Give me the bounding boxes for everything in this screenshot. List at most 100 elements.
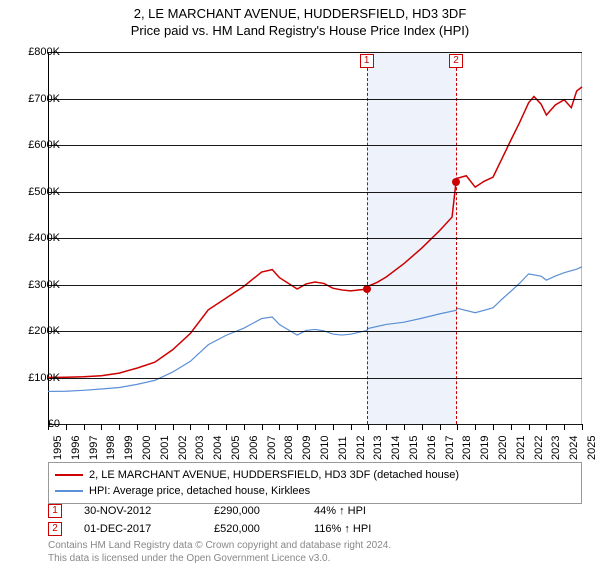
- gridline: [48, 99, 582, 100]
- y-tick-label: £200K: [16, 325, 60, 337]
- x-tick-label: 2012: [355, 436, 367, 460]
- x-tick: [208, 424, 209, 430]
- x-tick-label: 2023: [550, 436, 562, 460]
- gridline: [48, 331, 582, 332]
- x-tick: [386, 424, 387, 430]
- sale-price: £290,000: [214, 505, 314, 517]
- x-tick: [66, 424, 67, 430]
- legend-item: 2, LE MARCHANT AVENUE, HUDDERSFIELD, HD3…: [55, 467, 575, 483]
- chart: 12 1995199619971998199920002001200220032…: [48, 52, 582, 424]
- x-tick-label: 2002: [177, 436, 189, 460]
- x-tick: [297, 424, 298, 430]
- gridline: [48, 145, 582, 146]
- legend-swatch: [55, 490, 83, 492]
- sale-num-box: 2: [48, 522, 62, 536]
- y-tick-label: £500K: [16, 186, 60, 198]
- x-tick-label: 2025: [586, 436, 598, 460]
- legend-swatch: [55, 474, 83, 476]
- x-tick-label: 2018: [461, 436, 473, 460]
- y-tick-label: £700K: [16, 93, 60, 105]
- x-tick: [511, 424, 512, 430]
- x-tick-label: 2003: [194, 436, 206, 460]
- page-title: 2, LE MARCHANT AVENUE, HUDDERSFIELD, HD3…: [0, 0, 600, 21]
- x-tick-label: 2010: [319, 436, 331, 460]
- legend-item: HPI: Average price, detached house, Kirk…: [55, 483, 575, 499]
- x-tick: [333, 424, 334, 430]
- series-hpi: [48, 267, 582, 392]
- x-tick-label: 2007: [266, 436, 278, 460]
- x-tick-label: 2013: [372, 436, 384, 460]
- x-tick: [475, 424, 476, 430]
- x-tick: [315, 424, 316, 430]
- page-subtitle: Price paid vs. HM Land Registry's House …: [0, 21, 600, 38]
- x-tick: [155, 424, 156, 430]
- x-tick-label: 2016: [426, 436, 438, 460]
- x-tick: [226, 424, 227, 430]
- x-tick-label: 2019: [479, 436, 491, 460]
- footnote-line: This data is licensed under the Open Gov…: [48, 552, 391, 565]
- x-tick-label: 2014: [390, 436, 402, 460]
- x-tick-label: 1998: [105, 436, 117, 460]
- x-tick: [582, 424, 583, 430]
- y-tick-label: £600K: [16, 139, 60, 151]
- footnote: Contains HM Land Registry data © Crown c…: [48, 539, 391, 565]
- sale-price: £520,000: [214, 523, 314, 535]
- x-tick: [422, 424, 423, 430]
- x-tick-label: 2021: [515, 436, 527, 460]
- legend-label: HPI: Average price, detached house, Kirk…: [89, 485, 310, 497]
- legend: 2, LE MARCHANT AVENUE, HUDDERSFIELD, HD3…: [48, 462, 582, 504]
- x-tick-label: 2001: [159, 436, 171, 460]
- x-tick-label: 2008: [283, 436, 295, 460]
- sale-marker-line: [456, 68, 457, 424]
- gridline: [48, 192, 582, 193]
- sale-pct: 116% ↑ HPI: [314, 523, 434, 535]
- y-tick-label: £100K: [16, 372, 60, 384]
- y-tick-label: £0: [16, 418, 60, 430]
- sale-row: 1 30-NOV-2012£290,00044% ↑ HPI: [48, 502, 434, 520]
- x-tick-label: 2015: [408, 436, 420, 460]
- x-tick-label: 2011: [337, 436, 349, 460]
- sale-marker-line: [367, 68, 368, 424]
- x-tick-label: 2017: [444, 436, 456, 460]
- x-tick: [529, 424, 530, 430]
- x-tick-label: 2024: [568, 436, 580, 460]
- footnote-line: Contains HM Land Registry data © Crown c…: [48, 539, 391, 552]
- sale-row: 201-DEC-2017£520,000116% ↑ HPI: [48, 520, 434, 538]
- x-tick-label: 1996: [70, 436, 82, 460]
- x-tick: [351, 424, 352, 430]
- x-tick: [493, 424, 494, 430]
- x-tick-label: 1995: [52, 436, 64, 460]
- x-tick: [262, 424, 263, 430]
- x-tick: [368, 424, 369, 430]
- x-tick-label: 2022: [533, 436, 545, 460]
- sale-dot: [452, 178, 460, 186]
- x-tick: [119, 424, 120, 430]
- x-tick: [173, 424, 174, 430]
- legend-label: 2, LE MARCHANT AVENUE, HUDDERSFIELD, HD3…: [89, 469, 459, 481]
- sale-marker-box: 2: [449, 54, 463, 68]
- x-tick: [101, 424, 102, 430]
- y-tick-label: £400K: [16, 232, 60, 244]
- x-tick-label: 2004: [212, 436, 224, 460]
- x-tick: [244, 424, 245, 430]
- sale-pct: 44% ↑ HPI: [314, 505, 434, 517]
- x-tick-label: 2005: [230, 436, 242, 460]
- x-tick-label: 2009: [301, 436, 313, 460]
- x-tick: [440, 424, 441, 430]
- x-tick: [404, 424, 405, 430]
- sale-date: 30-NOV-2012: [84, 505, 214, 517]
- sale-marker-box: 1: [360, 54, 374, 68]
- x-tick: [564, 424, 565, 430]
- x-tick-label: 2020: [497, 436, 509, 460]
- x-tick: [190, 424, 191, 430]
- x-tick: [546, 424, 547, 430]
- x-tick-label: 2000: [141, 436, 153, 460]
- gridline: [48, 52, 582, 53]
- sale-num-box: 1: [48, 504, 62, 518]
- x-tick: [84, 424, 85, 430]
- x-tick: [457, 424, 458, 430]
- gridline: [48, 378, 582, 379]
- gridline: [48, 238, 582, 239]
- x-tick-label: 2006: [248, 436, 260, 460]
- x-tick: [279, 424, 280, 430]
